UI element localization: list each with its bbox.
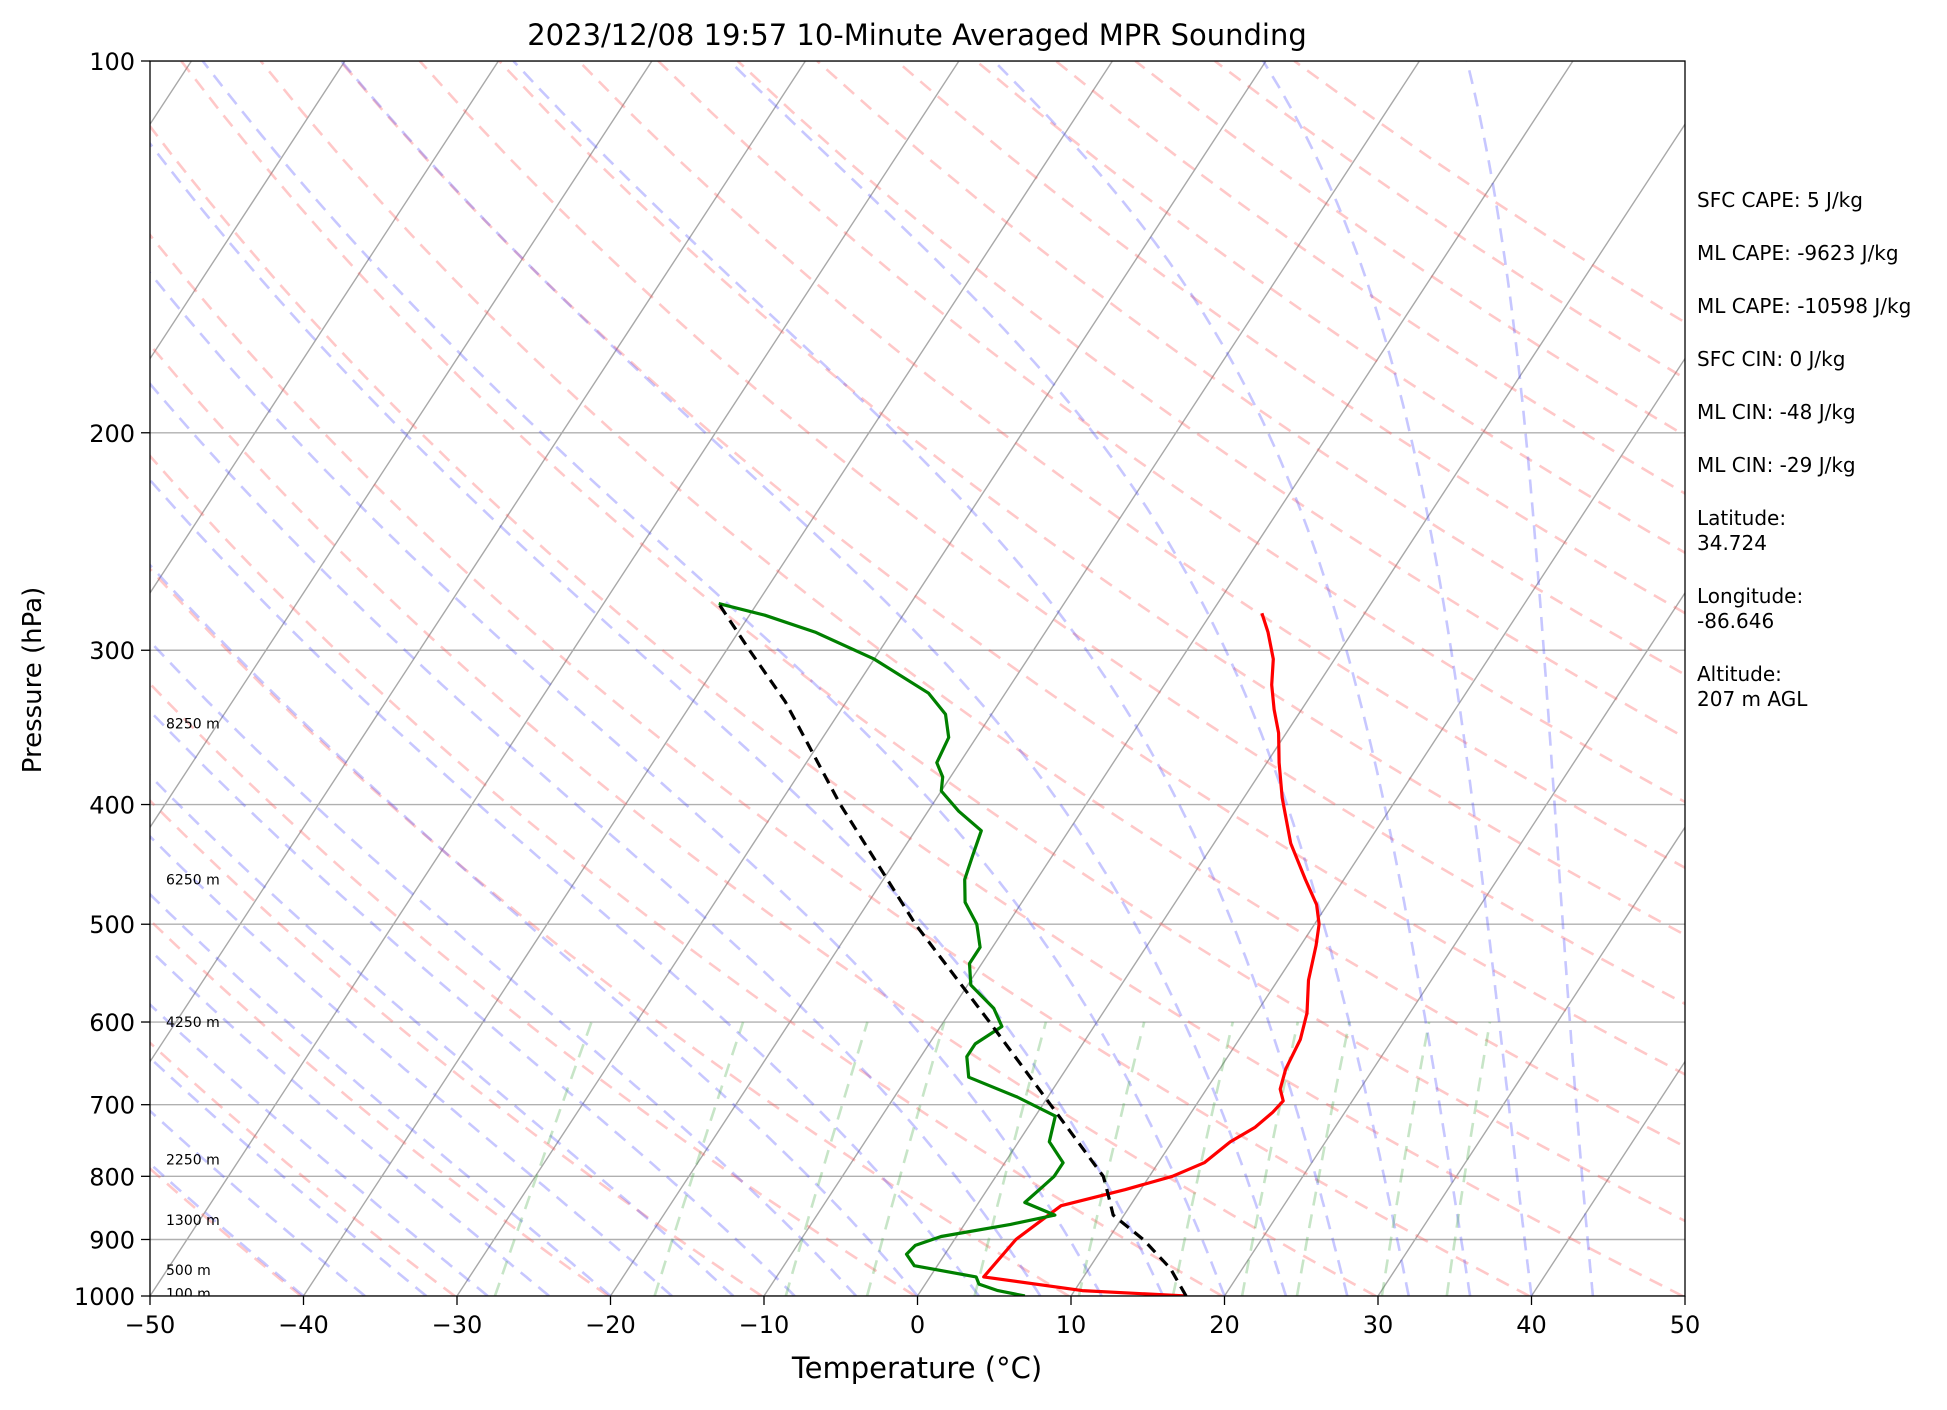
x-tick-label: 20 (1209, 1311, 1240, 1339)
info-item: ML CIN: -29 J/kg (1697, 453, 1937, 478)
x-tick-label: 40 (1516, 1311, 1547, 1339)
info-item: ML CIN: -48 J/kg (1697, 400, 1937, 425)
sounding-info-panel: SFC CAPE: 5 J/kg ML CAPE: -9623 J/kg ML CA… (1697, 188, 1937, 740)
x-axis-label: Temperature (°C) (791, 1351, 1042, 1385)
info-item: Longitude: -86.646 (1697, 584, 1937, 634)
x-tick-label: 10 (1056, 1311, 1087, 1339)
y-tick-label: 500 (89, 911, 135, 939)
y-tick-label: 800 (89, 1163, 135, 1191)
x-tick-label: 30 (1363, 1311, 1394, 1339)
info-item: Latitude: 34.724 (1697, 506, 1937, 556)
height-label: 4250 m (166, 1015, 220, 1031)
x-tick-label: −30 (432, 1311, 483, 1339)
x-tick-label: 0 (910, 1311, 925, 1339)
height-label: 8250 m (166, 717, 220, 733)
info-item: ML CAPE: -9623 J/kg (1697, 241, 1937, 266)
info-item: Altitude: 207 m AGL (1697, 662, 1937, 712)
x-tick-label: 50 (1670, 1311, 1701, 1339)
x-tick-label: −50 (125, 1311, 176, 1339)
height-label: 500 m (166, 1263, 211, 1279)
info-item: SFC CIN: 0 J/kg (1697, 347, 1937, 372)
y-tick-label: 1000 (74, 1283, 135, 1311)
y-tick-label: 100 (89, 48, 135, 76)
x-tick-label: −20 (585, 1311, 636, 1339)
info-item: SFC CAPE: 5 J/kg (1697, 188, 1937, 213)
y-axis-label: Pressure (hPa) (18, 587, 48, 774)
y-tick-label: 600 (89, 1009, 135, 1037)
y-tick-label: 900 (89, 1226, 135, 1254)
chart-title: 2023/12/08 19:57 10-Minute Averaged MPR … (527, 18, 1307, 52)
height-label: 6250 m (166, 873, 220, 889)
y-tick-label: 400 (89, 792, 135, 820)
x-tick-label: −40 (278, 1311, 329, 1339)
info-item: ML CAPE: -10598 J/kg (1697, 294, 1937, 319)
height-label: 1300 m (166, 1213, 220, 1229)
y-tick-label: 200 (89, 420, 135, 448)
y-tick-label: 300 (89, 637, 135, 665)
height-label: 2250 m (166, 1152, 220, 1168)
x-tick-label: −10 (739, 1311, 790, 1339)
y-tick-label: 700 (89, 1092, 135, 1120)
